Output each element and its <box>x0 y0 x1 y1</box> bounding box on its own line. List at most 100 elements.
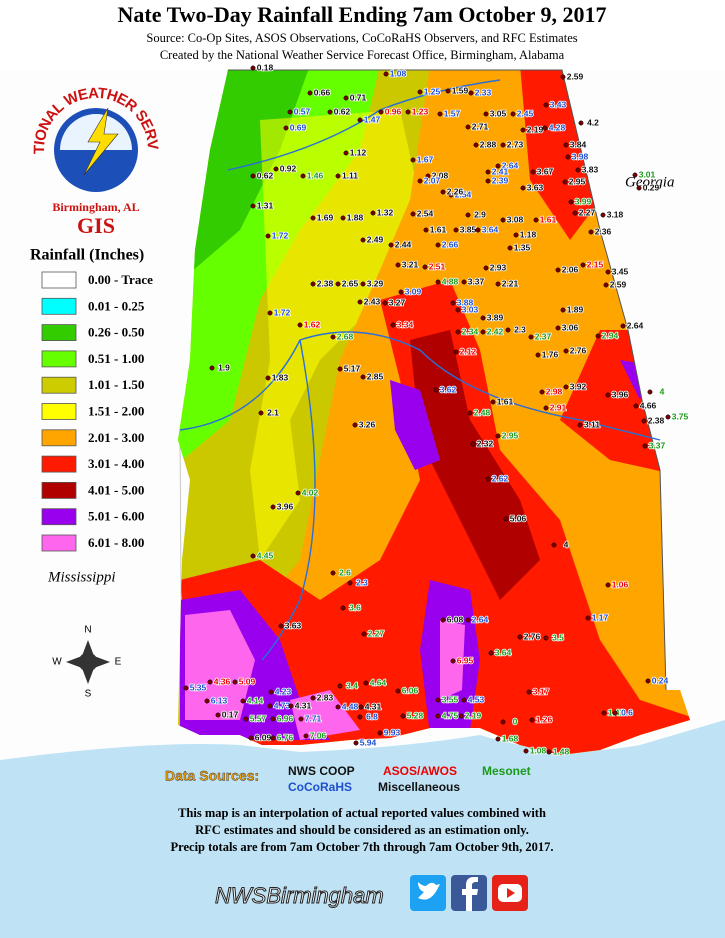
station-dot <box>425 173 431 179</box>
station-dot <box>642 443 648 449</box>
station-value: 2.41 <box>492 166 509 176</box>
station-value: 4.64 <box>370 677 387 687</box>
station-value: 2.38 <box>648 415 665 425</box>
station-dot <box>303 733 309 739</box>
station-value: 5.06 <box>510 513 527 523</box>
station-dot <box>563 348 569 354</box>
station-dot <box>495 281 501 287</box>
station-dot <box>580 262 586 268</box>
station-dot <box>495 736 501 742</box>
station-dot <box>283 125 289 131</box>
station-dot <box>585 615 591 621</box>
station-value: 2.26 <box>447 186 464 196</box>
station-value: 2.64 <box>627 320 644 330</box>
station-value: 3.21 <box>402 259 419 269</box>
station-dot <box>495 163 501 169</box>
station-dot <box>520 127 526 133</box>
station-dot <box>535 352 541 358</box>
station-dot <box>298 716 304 722</box>
station-value: 1.17 <box>592 612 609 622</box>
station-value: 0.57 <box>294 106 311 116</box>
station-value: 2.98 <box>546 386 563 396</box>
station-dot <box>388 242 394 248</box>
stations: 0.18 1.08 2.59 0.66 0.71 1.25 1.59 2.33 3.43 0.57… <box>183 61 689 757</box>
station-dot <box>577 422 583 428</box>
source-misc: Miscellaneous <box>378 780 460 794</box>
station-value: 3.55 <box>442 694 459 704</box>
station-dot <box>383 71 389 77</box>
station-dot <box>337 366 343 372</box>
station-dot <box>600 212 606 218</box>
compass-e: E <box>115 657 122 668</box>
station-dot <box>588 229 594 235</box>
station-value: 3.11 <box>584 419 600 429</box>
station-value: 4 <box>564 539 569 549</box>
station-value: 2.95 <box>502 430 519 440</box>
header-bg <box>0 0 725 70</box>
legend-label: 1.51 - 2.00 <box>88 403 144 418</box>
station-value: 1.08 <box>390 68 407 78</box>
station-value: 4.45 <box>257 550 274 560</box>
station-value: 1.35 <box>514 242 531 252</box>
station-dot <box>347 580 353 586</box>
station-value: 6.09 <box>255 732 272 742</box>
legend-swatch <box>41 429 77 447</box>
station-value: 0.92 <box>280 163 297 173</box>
station-dot <box>330 570 336 576</box>
compass-w: W <box>52 657 62 668</box>
station-dot <box>310 281 316 287</box>
station-dot <box>445 88 451 94</box>
legend-swatch <box>41 455 77 473</box>
station-dot <box>647 389 653 395</box>
station-dot <box>273 166 279 172</box>
station-dot <box>458 713 464 719</box>
station-dot <box>335 173 341 179</box>
legend-label: 3.01 - 4.00 <box>88 456 144 471</box>
station-dot <box>620 323 626 329</box>
station-dot <box>357 117 363 123</box>
station-dot <box>543 405 549 411</box>
station-dot <box>310 215 316 221</box>
station-dot <box>632 172 638 178</box>
station-value: 1.31 <box>257 200 274 210</box>
station-dot <box>465 617 471 623</box>
station-dot <box>295 490 301 496</box>
station-dot <box>605 392 611 398</box>
station-dot <box>207 679 213 685</box>
station-value: 1.18 <box>520 229 537 239</box>
station-value: 0.96 <box>385 106 402 116</box>
station-value: 2.48 <box>474 407 491 417</box>
station-value: 0.24 <box>652 675 669 685</box>
station-value: 1.62 <box>304 319 321 329</box>
station-value: 4.73 <box>274 700 291 710</box>
station-value: 3.75 <box>672 411 689 421</box>
station-value: 0.71 <box>350 92 367 102</box>
station-dot <box>448 192 454 198</box>
station-dot <box>250 65 256 71</box>
station-value: 3.37 <box>649 440 666 450</box>
legend-label: 2.01 - 3.00 <box>88 430 144 445</box>
station-value: 6.76 <box>277 732 294 742</box>
station-dot <box>250 203 256 209</box>
station-value: 2.93 <box>490 262 507 272</box>
station-value: 1.08 <box>530 745 547 755</box>
station-value: 5.17 <box>344 363 361 373</box>
station-value: 1.48 <box>553 746 570 756</box>
station-value: 2.42 <box>487 326 504 336</box>
station-dot <box>352 422 358 428</box>
station-dot <box>327 109 333 115</box>
station-value: 4.66 <box>640 400 657 410</box>
station-value: 3.26 <box>359 419 376 429</box>
station-dot <box>395 262 401 268</box>
station-dot <box>423 227 429 233</box>
station-value: 9.93 <box>384 727 401 737</box>
station-dot <box>435 242 441 248</box>
station-value: 1.23 <box>412 106 429 116</box>
station-dot <box>495 433 501 439</box>
station-value: 0.69 <box>290 122 307 132</box>
station-value: 3.99 <box>575 196 592 206</box>
station-dot <box>470 441 476 447</box>
station-value: 3.92 <box>570 381 587 391</box>
station-value: 7.71 <box>305 713 322 723</box>
source-cocorahs: CoCoRaHS <box>288 780 352 794</box>
